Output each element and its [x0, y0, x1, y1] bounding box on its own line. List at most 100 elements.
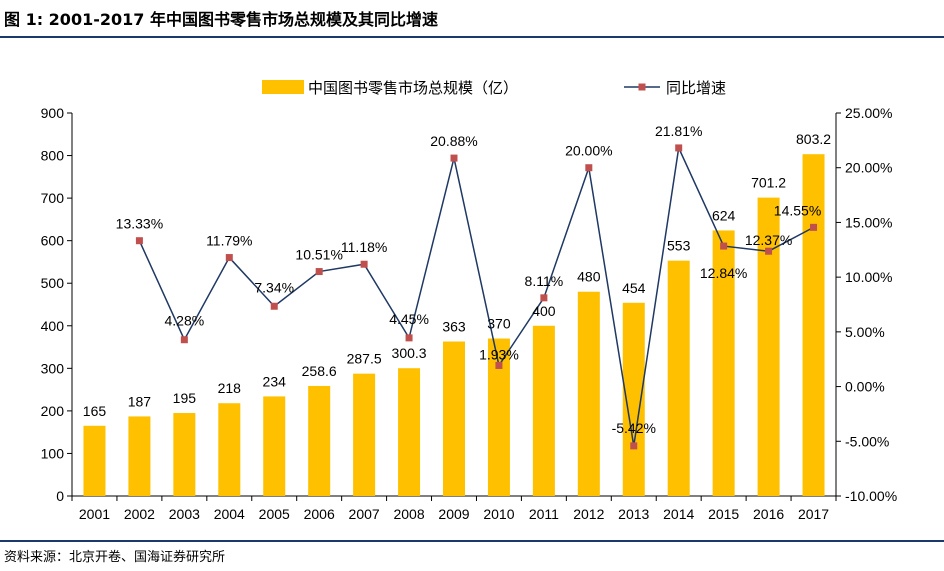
legend-swatch-marker — [638, 83, 646, 91]
left-axis-tick-label: 200 — [41, 403, 65, 419]
left-axis-tick-label: 900 — [41, 105, 65, 121]
bar — [308, 385, 331, 496]
bar — [802, 154, 825, 496]
bar — [487, 338, 510, 496]
growth-point — [720, 242, 728, 250]
bar-value-label: 553 — [667, 238, 691, 254]
left-axis-tick-label: 300 — [41, 360, 65, 376]
bar-value-label: 803.2 — [796, 131, 831, 147]
page-title: 图 1: 2001-2017 年中国图书零售市场总规模及其同比增速 — [4, 10, 438, 29]
x-axis-tick-label: 2001 — [79, 506, 110, 522]
bar — [532, 325, 555, 496]
left-axis-tick-label: 0 — [56, 488, 64, 504]
x-axis-tick-label: 2003 — [169, 506, 200, 522]
growth-value-label: 11.79% — [206, 233, 252, 249]
growth-point — [540, 294, 548, 302]
bar-value-label: 287.5 — [347, 351, 382, 367]
bars — [83, 154, 825, 496]
growth-value-label: 12.84% — [700, 265, 747, 281]
x-axis-tick-label: 2008 — [393, 506, 424, 522]
bar-value-label: 258.6 — [302, 363, 337, 379]
right-axis-tick-label: 20.00% — [845, 160, 892, 176]
growth-value-label: 4.28% — [165, 313, 205, 329]
bar-value-label: 195 — [173, 390, 197, 406]
growth-value-label: 4.45% — [389, 311, 429, 327]
growth-point — [495, 361, 503, 369]
x-axis-tick-label: 2016 — [753, 506, 784, 522]
left-axis-tick-label: 500 — [41, 275, 65, 291]
x-axis-tick-label: 2002 — [124, 506, 155, 522]
x-axis-tick-label: 2011 — [529, 506, 559, 522]
bar — [353, 373, 376, 496]
right-axis-tick-label: 15.00% — [845, 214, 892, 230]
x-axis-tick-label: 2004 — [214, 506, 245, 522]
bar — [712, 230, 735, 496]
x-axis-tick-label: 2009 — [438, 506, 469, 522]
growth-value-label: 12.37% — [745, 232, 792, 248]
x-axis-tick-label: 2017 — [798, 506, 829, 522]
bar — [667, 260, 690, 496]
growth-value-label: 8.11% — [525, 273, 564, 289]
growth-value-label: 20.88% — [430, 133, 477, 149]
growth-value-label: 10.51% — [295, 247, 342, 263]
growth-value-label: 7.34% — [254, 279, 294, 295]
bar-value-label: 218 — [218, 380, 242, 396]
bottom-rule — [0, 540, 944, 542]
source-note: 资料来源：北京开卷、国海证券研究所 — [4, 550, 226, 565]
x-axis-tick-label: 2006 — [304, 506, 335, 522]
growth-value-label: 14.55% — [774, 202, 821, 218]
right-axis-tick-label: -10.00% — [845, 488, 897, 504]
left-axis-tick-label: 600 — [41, 233, 65, 249]
growth-value-label: 20.00% — [565, 143, 612, 159]
bar-value-label: 480 — [577, 269, 601, 285]
growth-point — [180, 336, 188, 344]
x-axis-tick-label: 2015 — [708, 506, 739, 522]
bar-value-label: 400 — [532, 303, 556, 319]
growth-point — [135, 237, 143, 245]
bar-value-label: 187 — [128, 393, 152, 409]
legend-swatch-bars — [262, 80, 304, 94]
bar-value-label: 624 — [712, 207, 736, 223]
bar-value-label: 165 — [83, 403, 107, 419]
growth-value-label: 13.33% — [116, 216, 163, 232]
x-axis-tick-label: 2013 — [618, 506, 649, 522]
right-axis-tick-label: 5.00% — [845, 324, 885, 340]
bar-value-label: 370 — [487, 316, 511, 332]
bar — [128, 416, 151, 496]
bar — [622, 302, 645, 496]
left-axis-tick-label: 400 — [41, 318, 65, 334]
growth-line — [135, 144, 818, 450]
bar-value-label: 234 — [263, 373, 287, 389]
top-rule — [0, 36, 944, 38]
bar — [218, 403, 241, 496]
left-axis-tick-label: 700 — [41, 190, 65, 206]
x-axis-tick-label: 2010 — [483, 506, 514, 522]
growth-point — [450, 154, 458, 162]
right-axis-tick-label: 10.00% — [845, 269, 892, 285]
bar-value-label: 701.2 — [751, 175, 786, 191]
growth-point — [270, 302, 278, 310]
bar-value-label: 363 — [442, 319, 466, 335]
growth-point — [765, 247, 773, 255]
growth-point — [315, 268, 323, 276]
bar — [83, 425, 106, 496]
legend-label-line: 同比增速 — [666, 80, 726, 97]
x-axis-tick-label: 2014 — [663, 506, 694, 522]
growth-value-label: -5.42% — [612, 420, 656, 436]
bar — [577, 291, 600, 496]
bar — [398, 368, 421, 496]
bar — [757, 197, 780, 496]
right-axis-tick-label: -5.00% — [845, 433, 889, 449]
growth-point — [585, 164, 593, 172]
growth-point — [810, 223, 818, 231]
x-axis-tick-label: 2007 — [349, 506, 380, 522]
bar — [173, 413, 196, 496]
growth-point — [675, 144, 683, 152]
growth-value-label: 21.81% — [655, 123, 702, 139]
bar-value-label: 300.3 — [392, 345, 427, 361]
growth-point — [360, 260, 368, 268]
data-labels: 165 187 195 218 234 258.6 287.5 300.3 363 370 400 4… — [83, 123, 831, 436]
bar-value-label: 454 — [622, 280, 646, 296]
growth-point — [405, 334, 413, 342]
